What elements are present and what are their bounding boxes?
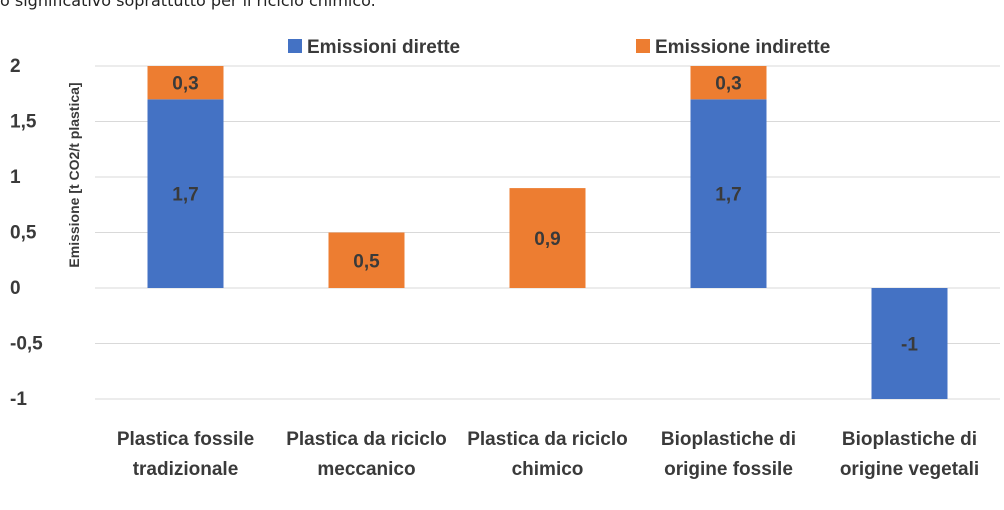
data-label: 0,3 [715, 74, 741, 95]
category-label: origine vegetali [840, 459, 979, 480]
y-tick-label: -1 [10, 389, 27, 410]
category-label: Bioplastiche di [842, 429, 977, 450]
data-label: 0,9 [534, 229, 560, 250]
y-tick-label: 1,5 [10, 112, 37, 133]
y-tick-label: 0 [10, 278, 21, 299]
legend: Emissioni dirette Emissione indirette [288, 37, 830, 58]
bar-segment [509, 188, 586, 288]
data-label: 0,3 [172, 74, 198, 95]
bar-segment [147, 66, 224, 100]
data-label: 1,7 [172, 185, 198, 206]
category-label: Plastica fossile [117, 429, 254, 450]
data-label: 1,7 [715, 185, 741, 206]
bar-segment [690, 99, 767, 288]
gridlines [95, 65, 1000, 400]
category-label: origine fossile [664, 459, 793, 480]
data-label: -1 [901, 335, 918, 356]
y-tick-labels: 2 1,5 1 0,5 0 -0,5 -1 [10, 56, 43, 410]
category-label: tradizionale [133, 459, 239, 480]
y-tick-label: -0,5 [10, 334, 43, 355]
intro-text: o significativo soprattutto per il ricic… [0, 0, 376, 10]
legend-label: Emissione indirette [655, 37, 830, 58]
bar-segment [147, 99, 224, 288]
category-label: Plastica da riciclo [467, 429, 628, 450]
bar-segment [690, 66, 767, 100]
legend-swatch [288, 39, 302, 53]
y-tick-label: 0,5 [10, 223, 37, 244]
data-label: 0,5 [353, 251, 380, 272]
category-label: Plastica da riciclo [286, 429, 447, 450]
category-label: meccanico [317, 459, 415, 480]
y-tick-label: 1 [10, 167, 21, 188]
y-axis-label: Emissione [t CO2/t plastica] [66, 82, 82, 267]
bar-segment [871, 288, 948, 399]
legend-label: Emissioni dirette [307, 37, 460, 58]
legend-swatch [636, 39, 650, 53]
category-label: chimico [512, 459, 584, 480]
bars [147, 66, 948, 399]
data-labels: 1,7 0,3 0,5 0,9 1,7 0,3 -1 [172, 74, 918, 356]
category-labels: Plastica fossile tradizionale Plastica da … [117, 429, 979, 480]
y-tick-label: 2 [10, 56, 21, 77]
bar-segment [328, 232, 405, 288]
category-label: Bioplastiche di [661, 429, 796, 450]
